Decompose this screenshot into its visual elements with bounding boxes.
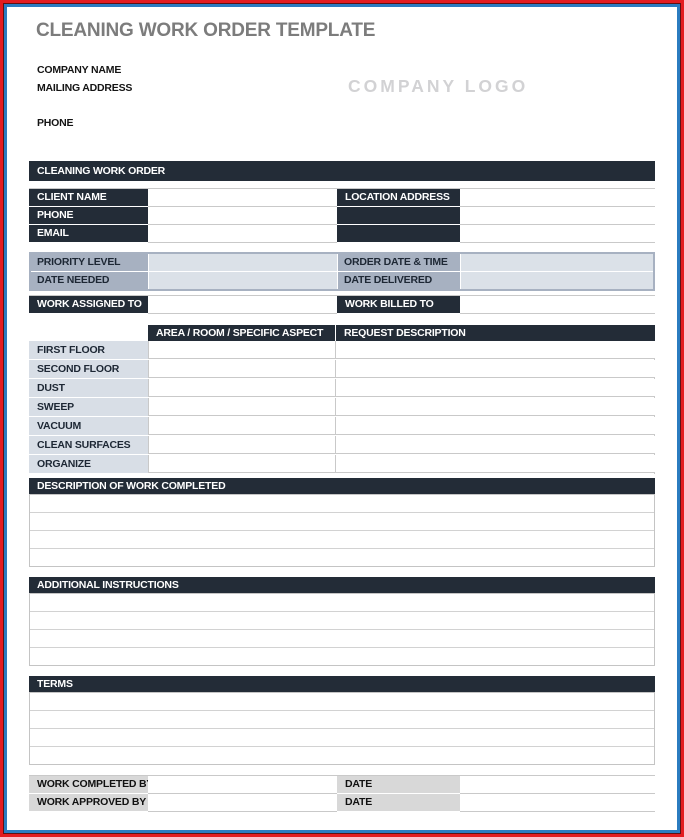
location-extra-input[interactable] bbox=[460, 225, 655, 243]
priority-table: PRIORITY LEVEL ORDER DATE & TIME DATE NE… bbox=[29, 252, 655, 291]
client-email-input[interactable] bbox=[148, 225, 337, 243]
inner-border-line: CLEANING WORK ORDER TEMPLATE COMPANY NAM… bbox=[3, 3, 681, 834]
text-line[interactable] bbox=[30, 549, 654, 566]
task-row-label: SWEEP bbox=[29, 398, 148, 417]
task-row-label: VACUUM bbox=[29, 417, 148, 436]
phone-label: PHONE bbox=[37, 117, 74, 129]
task-row-label: CLEAN SURFACES bbox=[29, 436, 148, 455]
task-row-label: SECOND FLOOR bbox=[29, 360, 148, 379]
work-assigned-to-input[interactable] bbox=[148, 296, 337, 314]
date-input[interactable] bbox=[460, 794, 655, 812]
task-request-input[interactable] bbox=[335, 341, 655, 359]
priority-level-input[interactable] bbox=[148, 254, 337, 272]
task-request-input[interactable] bbox=[335, 436, 655, 454]
text-line[interactable] bbox=[30, 531, 654, 549]
work-completed-by-input[interactable] bbox=[148, 776, 337, 794]
date-label: DATE bbox=[337, 794, 460, 812]
client-info-table: CLIENT NAME LOCATION ADDRESS PHONE EMAIL bbox=[29, 188, 655, 243]
client-phone-input[interactable] bbox=[148, 207, 337, 225]
text-line[interactable] bbox=[30, 729, 654, 747]
date-delivered-input[interactable] bbox=[460, 272, 653, 289]
empty-dark-label-cell bbox=[337, 225, 460, 243]
task-request-input[interactable] bbox=[335, 379, 655, 397]
date-delivered-label: DATE DELIVERED bbox=[337, 272, 460, 289]
client-email-label: EMAIL bbox=[29, 225, 148, 243]
task-table: AREA / ROOM / SPECIFIC ASPECT REQUEST DE… bbox=[29, 325, 655, 474]
text-line[interactable] bbox=[30, 612, 654, 630]
location-address-input[interactable] bbox=[460, 189, 655, 207]
empty-dark-label-cell bbox=[337, 207, 460, 225]
task-area-input[interactable] bbox=[148, 436, 335, 454]
task-area-input[interactable] bbox=[148, 417, 335, 435]
task-area-input[interactable] bbox=[148, 379, 335, 397]
section-bar-cleaning-work-order: CLEANING WORK ORDER bbox=[29, 161, 655, 181]
date-input[interactable] bbox=[460, 776, 655, 794]
work-billed-to-input[interactable] bbox=[460, 296, 655, 314]
page-title: CLEANING WORK ORDER TEMPLATE bbox=[36, 20, 376, 41]
task-area-input[interactable] bbox=[148, 455, 335, 473]
column-header-area: AREA / ROOM / SPECIFIC ASPECT bbox=[148, 325, 335, 341]
work-approved-by-label: WORK APPROVED BY bbox=[29, 794, 148, 812]
text-line[interactable] bbox=[30, 693, 654, 711]
text-line[interactable] bbox=[30, 747, 654, 764]
date-needed-label: DATE NEEDED bbox=[31, 272, 148, 289]
task-request-input[interactable] bbox=[335, 455, 655, 473]
client-name-input[interactable] bbox=[148, 189, 337, 207]
assignment-table: WORK ASSIGNED TO WORK BILLED TO bbox=[29, 295, 655, 314]
signoff-table: WORK COMPLETED BY DATE WORK APPROVED BY … bbox=[29, 775, 655, 812]
work-completed-by-label: WORK COMPLETED BY bbox=[29, 776, 153, 794]
text-line[interactable] bbox=[30, 648, 654, 665]
section-bar-description-of-work: DESCRIPTION OF WORK COMPLETED bbox=[29, 478, 655, 494]
priority-level-label: PRIORITY LEVEL bbox=[31, 254, 148, 272]
task-area-input[interactable] bbox=[148, 398, 335, 416]
terms-text-area bbox=[29, 692, 655, 765]
date-needed-input[interactable] bbox=[148, 272, 337, 289]
order-date-time-input[interactable] bbox=[460, 254, 653, 272]
task-request-input[interactable] bbox=[335, 360, 655, 378]
task-request-input[interactable] bbox=[335, 417, 655, 435]
task-row-label: ORGANIZE bbox=[29, 455, 148, 474]
task-request-input[interactable] bbox=[335, 398, 655, 416]
client-name-label: CLIENT NAME bbox=[29, 189, 148, 207]
section-bar-additional-instructions: ADDITIONAL INSTRUCTIONS bbox=[29, 577, 655, 593]
date-label: DATE bbox=[337, 776, 460, 794]
client-phone-label: PHONE bbox=[29, 207, 148, 225]
location-address-label: LOCATION ADDRESS bbox=[337, 189, 460, 207]
work-approved-by-input[interactable] bbox=[148, 794, 337, 812]
work-assigned-to-label: WORK ASSIGNED TO bbox=[29, 296, 148, 314]
company-name-label: COMPANY NAME bbox=[37, 64, 122, 76]
section-bar-terms: TERMS bbox=[29, 676, 655, 692]
text-line[interactable] bbox=[30, 513, 654, 531]
column-header-request: REQUEST DESCRIPTION bbox=[335, 325, 655, 341]
text-line[interactable] bbox=[30, 711, 654, 729]
work-order-page: CLEANING WORK ORDER TEMPLATE COMPANY NAM… bbox=[4, 4, 680, 833]
mailing-address-label: MAILING ADDRESS bbox=[37, 82, 133, 94]
task-header-spacer bbox=[29, 325, 148, 341]
text-line[interactable] bbox=[30, 594, 654, 612]
task-area-input[interactable] bbox=[148, 341, 335, 359]
work-completed-text-area bbox=[29, 494, 655, 567]
task-row-label: FIRST FLOOR bbox=[29, 341, 148, 360]
text-line[interactable] bbox=[30, 495, 654, 513]
task-row-label: DUST bbox=[29, 379, 148, 398]
order-date-time-label: ORDER DATE & TIME bbox=[337, 254, 460, 272]
location-extra-input[interactable] bbox=[460, 207, 655, 225]
text-line[interactable] bbox=[30, 630, 654, 648]
work-billed-to-label: WORK BILLED TO bbox=[337, 296, 460, 314]
task-area-input[interactable] bbox=[148, 360, 335, 378]
additional-instructions-text-area bbox=[29, 593, 655, 666]
company-logo-placeholder: COMPANY LOGO bbox=[348, 76, 529, 96]
